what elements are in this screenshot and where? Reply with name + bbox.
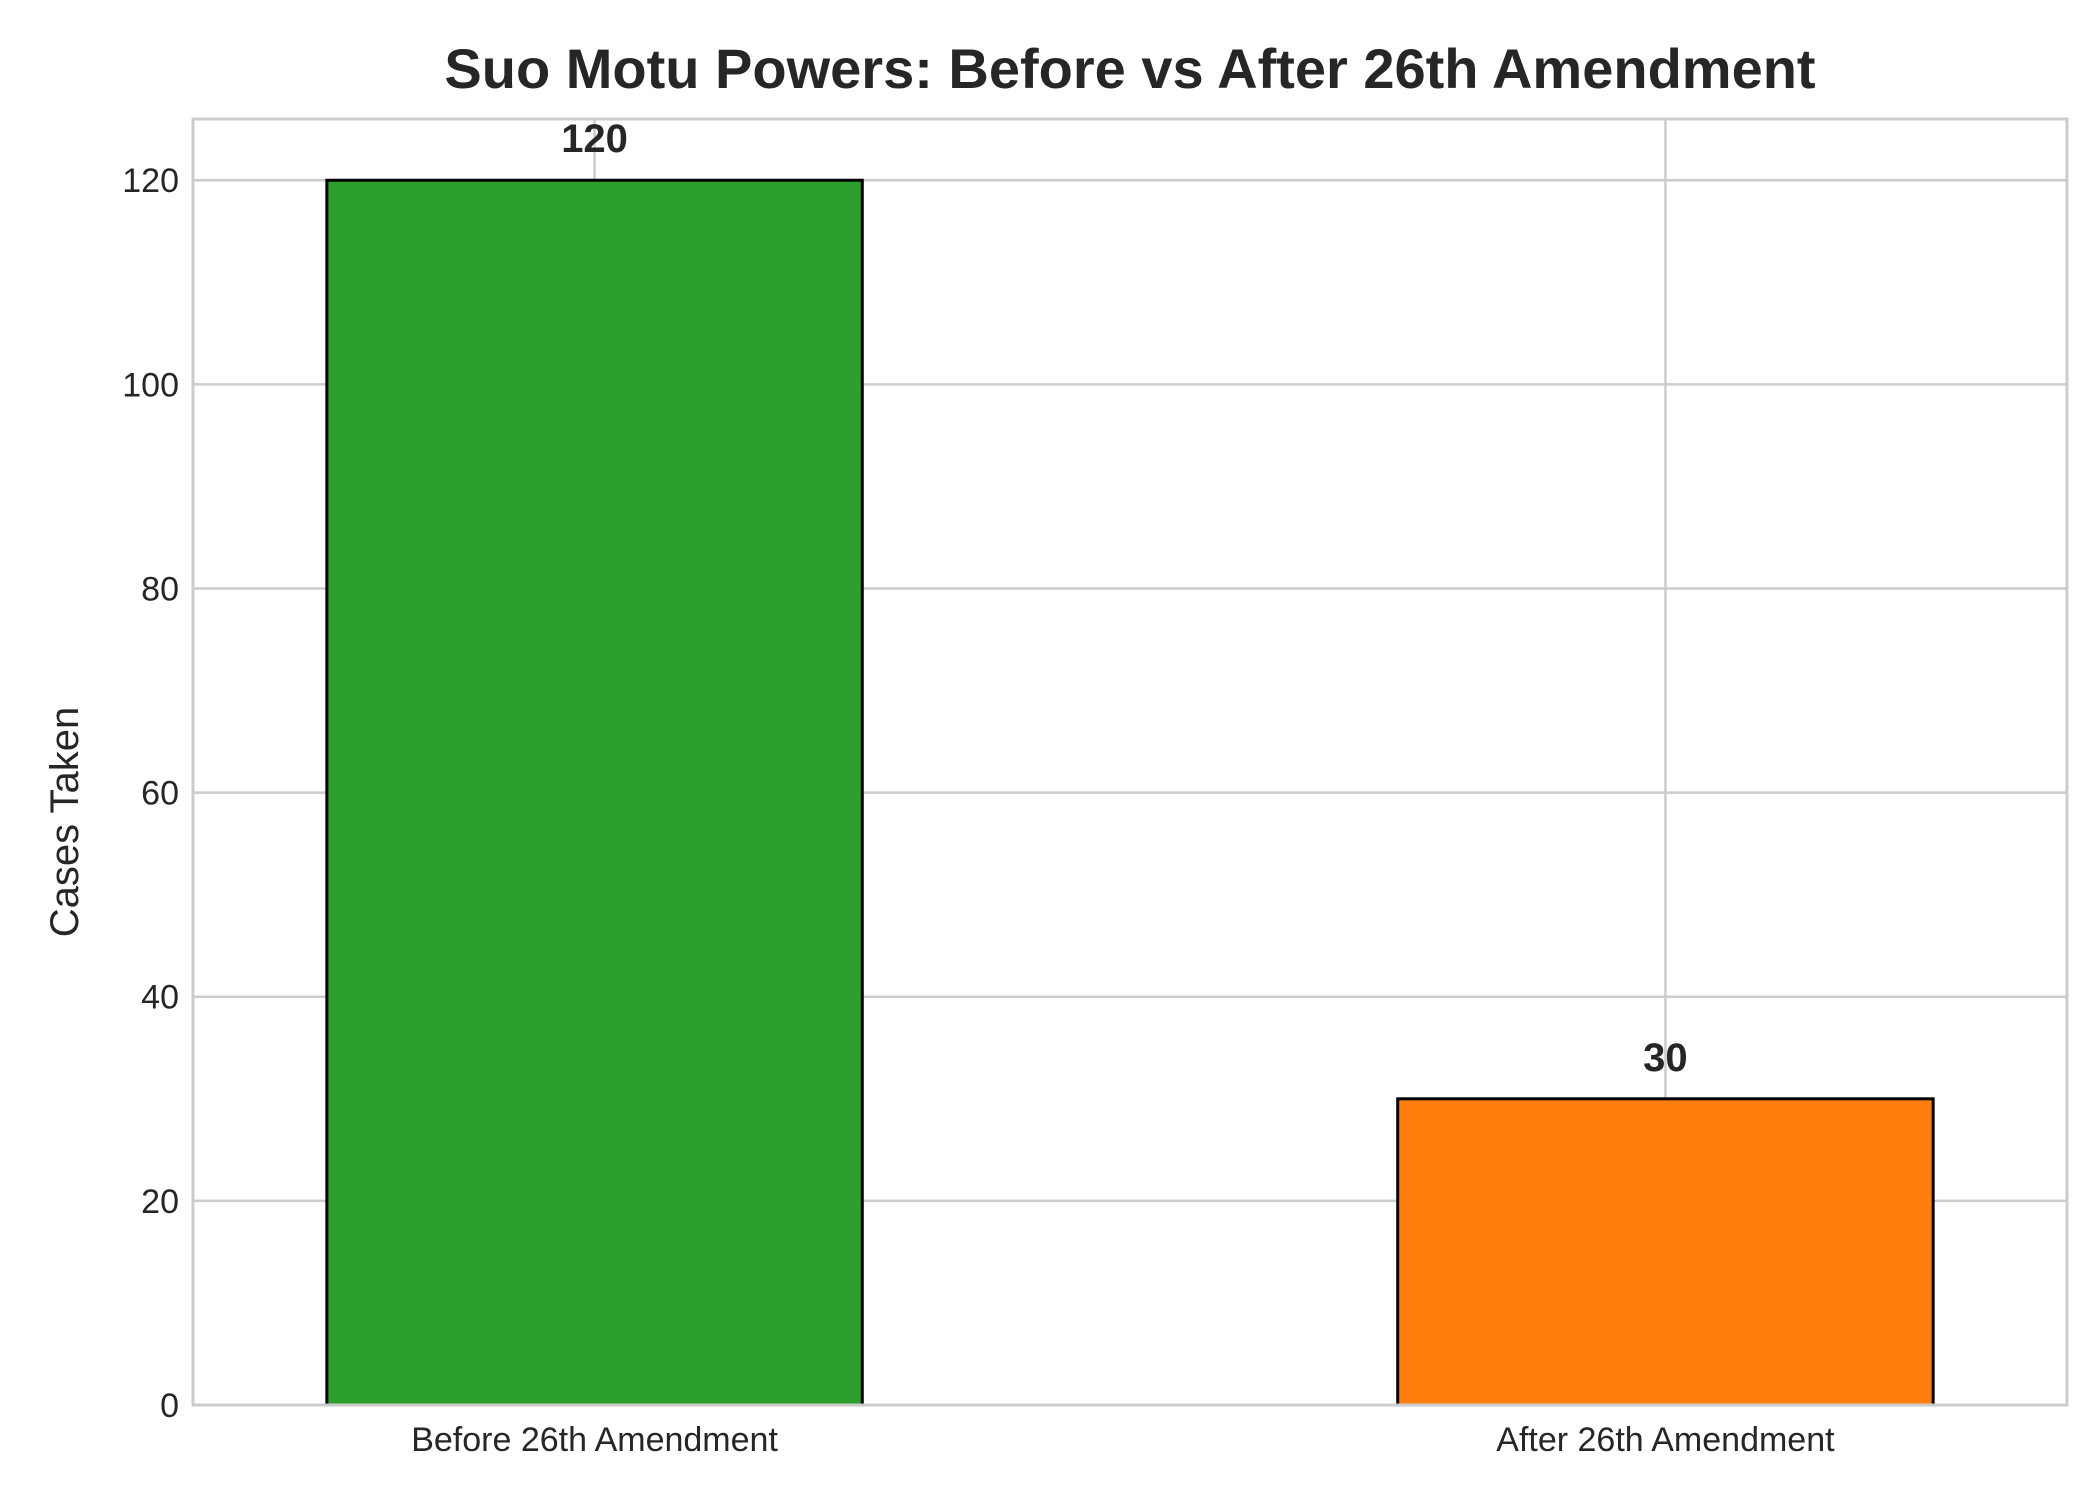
y-tick-label: 0	[160, 1387, 179, 1425]
data-label: 30	[1643, 1036, 1688, 1080]
bar	[1396, 1097, 1935, 1407]
chart-title: Suo Motu Powers: Before vs After 26th Am…	[444, 37, 1815, 100]
x-tick-labels: Before 26th Amendment After 26th Amendmen…	[411, 1421, 1835, 1459]
x-tick-label: After 26th Amendment	[1496, 1421, 1835, 1459]
y-tick-labels: 0 20 40 60 80 100 120	[122, 162, 179, 1425]
bars	[325, 178, 1935, 1407]
y-tick-label: 20	[141, 1183, 179, 1221]
y-axis-label: Cases Taken	[43, 707, 87, 938]
y-tick-label: 60	[141, 775, 179, 813]
plot-frame	[191, 117, 2069, 1407]
data-labels: 120 30	[561, 117, 1687, 1080]
y-tick-label: 100	[122, 366, 179, 404]
bar	[325, 178, 864, 1407]
x-tick-label: Before 26th Amendment	[411, 1421, 778, 1459]
y-tick-label: 120	[122, 162, 179, 200]
data-label: 120	[561, 117, 628, 161]
y-tick-label: 80	[141, 570, 179, 608]
y-tick-label: 40	[141, 979, 179, 1017]
